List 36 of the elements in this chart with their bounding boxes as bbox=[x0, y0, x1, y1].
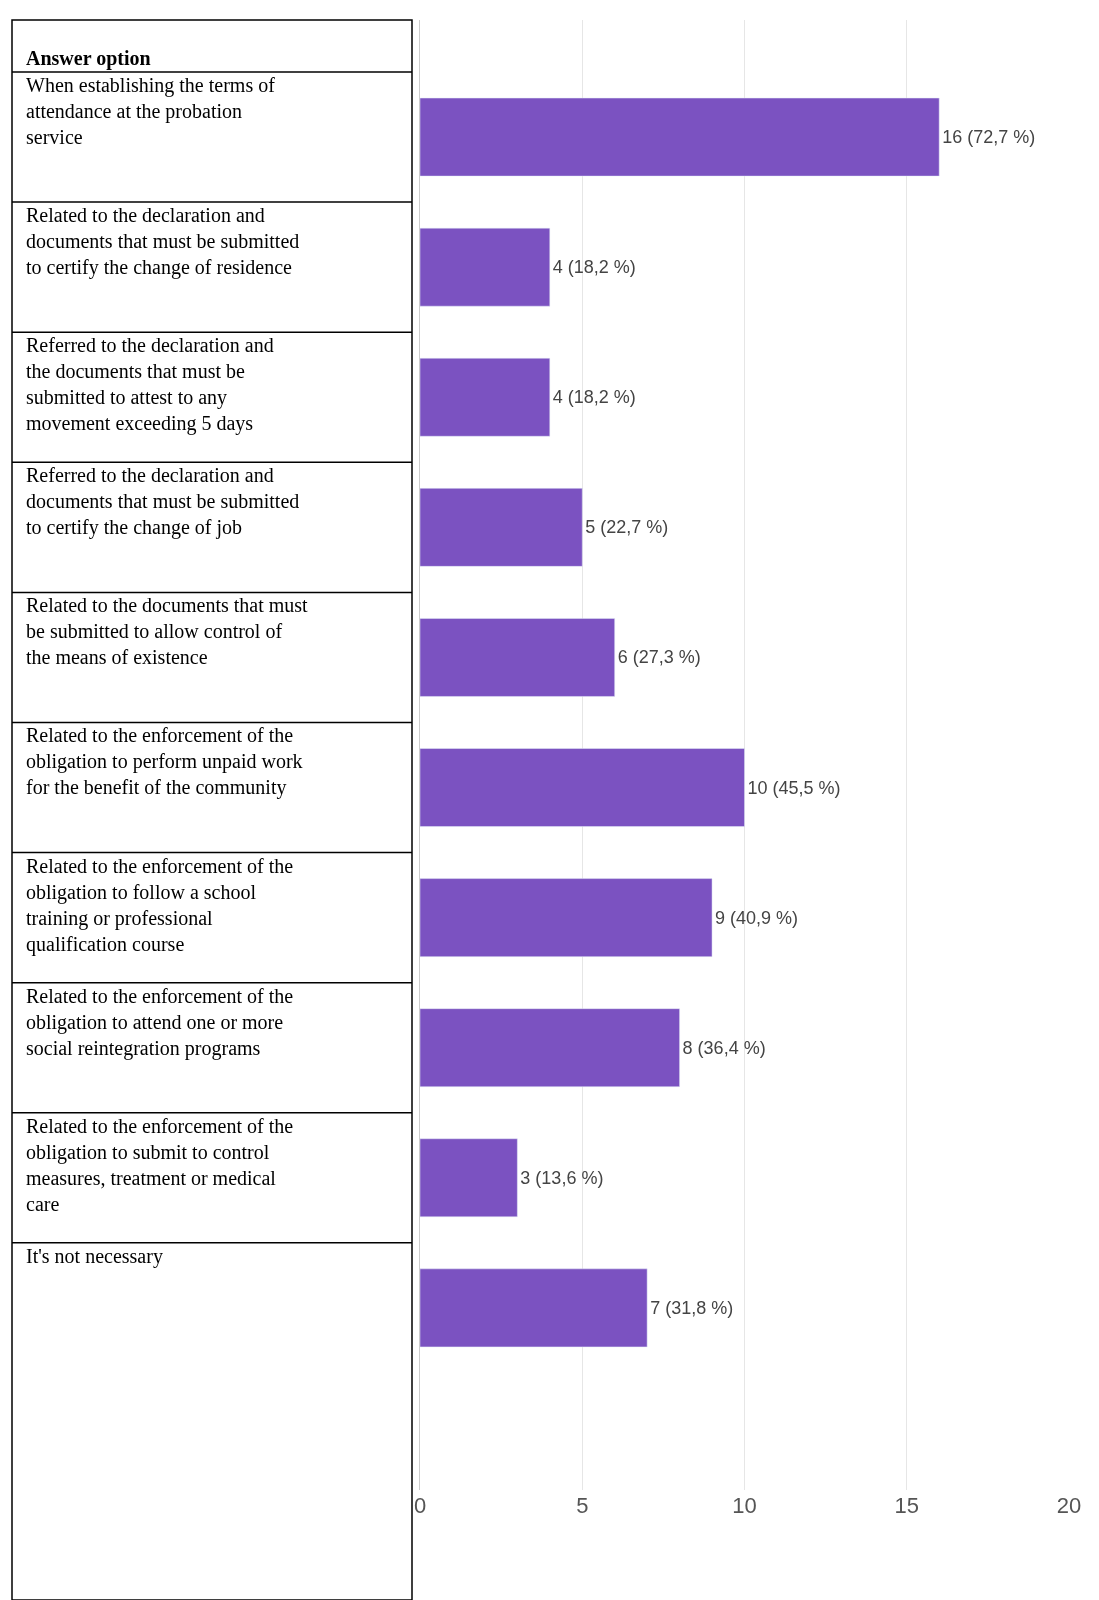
data-label: 4 (18,2 %) bbox=[552, 387, 636, 408]
y-tick-label: Related to the enforcement of the obligation to submit to control measures, treatment or medical care bbox=[26, 1115, 294, 1215]
y-tick-label: Related to the declaration and documents that must be submitted to certify the change of residence bbox=[26, 204, 300, 279]
bar bbox=[420, 1008, 680, 1087]
data-label: 6 (27,3 %) bbox=[617, 647, 701, 668]
x-tick-label: 5 bbox=[576, 1493, 589, 1518]
bar bbox=[420, 488, 583, 567]
data-label: 4 (18,2 %) bbox=[552, 257, 636, 278]
data-label: 5 (22,7 %) bbox=[585, 517, 669, 538]
bar bbox=[420, 1268, 648, 1348]
y-tick-label: Related to the enforcement of the obligation to attend one or more social reintegration programs bbox=[26, 985, 294, 1060]
y-tick-label: When establishing the terms of attendance at the probation service bbox=[26, 74, 276, 148]
data-label: 8 (36,4 %) bbox=[682, 1037, 766, 1058]
y-tick-label: Related to the enforcement of the obligation to perform unpaid work for the benefit of the community bbox=[26, 724, 303, 799]
bar bbox=[420, 878, 713, 957]
bar bbox=[420, 357, 551, 437]
y-tick-label: Referred to the declaration and documents that must be submitted to certify the change of job bbox=[26, 464, 300, 539]
data-label: 3 (13,6 %) bbox=[520, 1167, 604, 1188]
y-tick-label: It's not necessary bbox=[26, 1245, 163, 1268]
data-label: 7 (31,8 %) bbox=[650, 1297, 734, 1318]
data-label: 9 (40,9 %) bbox=[715, 907, 799, 928]
y-tick-label: Related to the documents that must be submitted to allow control of the means of existence bbox=[26, 594, 309, 668]
bar bbox=[420, 97, 940, 177]
y-tick-label: Related to the enforcement of the obligation to follow a school training or professional qualification course bbox=[26, 855, 294, 956]
y-tick-label: Referred to the declaration and the documents that must be submitted to attest to any movement exceeding 5 days bbox=[26, 334, 274, 435]
data-label: 16 (72,7 %) bbox=[942, 127, 1036, 148]
bar bbox=[420, 618, 615, 697]
x-tick-label: 0 bbox=[413, 1493, 427, 1518]
x-tick-label: 10 bbox=[732, 1493, 757, 1518]
bar bbox=[420, 227, 551, 307]
x-tick-label: 15 bbox=[894, 1493, 919, 1518]
bar bbox=[420, 1138, 518, 1218]
y-axis-title: Answer option bbox=[26, 47, 151, 70]
data-label: 10 (45,5 %) bbox=[747, 777, 841, 798]
x-tick-label: 20 bbox=[1056, 1493, 1082, 1518]
bar bbox=[420, 748, 745, 827]
